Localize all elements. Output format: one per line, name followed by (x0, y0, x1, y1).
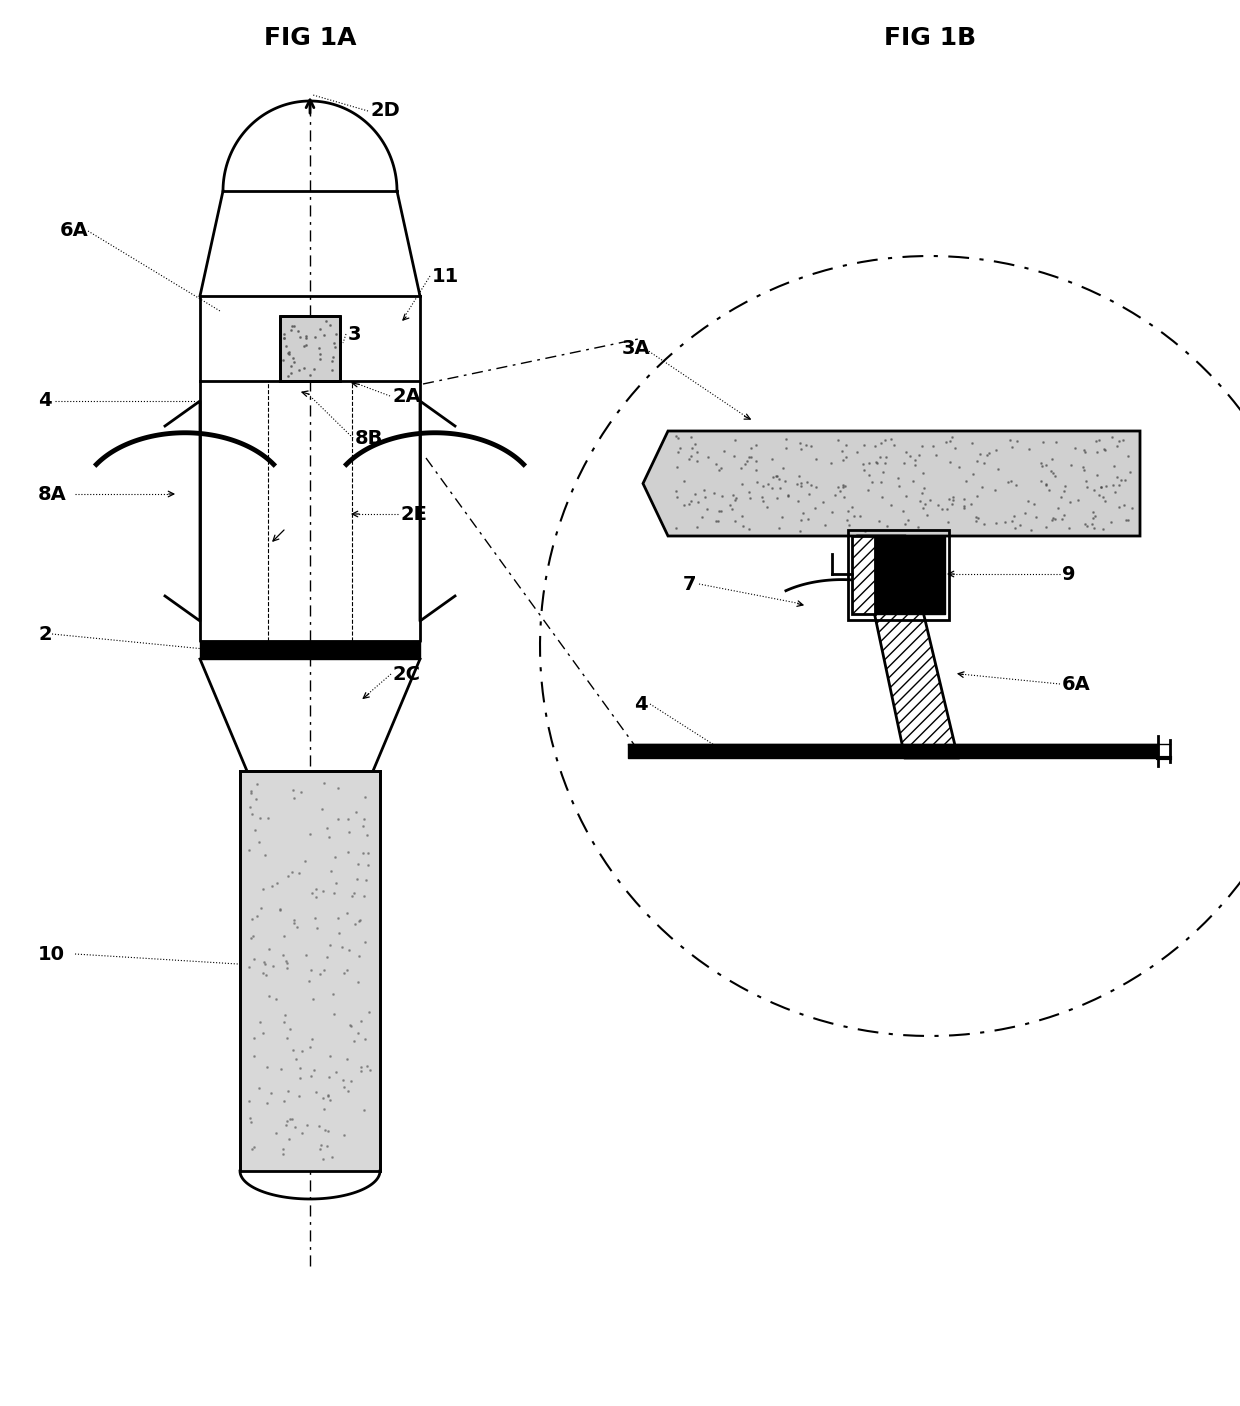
Text: 10: 10 (38, 945, 64, 963)
Polygon shape (644, 432, 1140, 536)
Bar (852, 536, 875, 614)
Bar (848, 530, 949, 620)
Text: 7: 7 (683, 575, 697, 593)
Text: FIG 1B: FIG 1B (884, 25, 976, 51)
Text: 4: 4 (38, 391, 52, 411)
Text: 2D: 2D (370, 101, 399, 121)
Text: FIG 1A: FIG 1A (264, 25, 356, 51)
Text: 6A: 6A (60, 222, 89, 240)
Text: 8A: 8A (38, 485, 67, 503)
Text: 6A: 6A (1061, 675, 1091, 693)
Bar (280, 316, 340, 381)
Text: 9: 9 (1061, 564, 1075, 583)
Text: 3: 3 (348, 325, 362, 343)
Text: 2: 2 (38, 624, 52, 644)
Text: 4: 4 (634, 695, 647, 713)
Text: 2A: 2A (392, 387, 420, 405)
Text: 2E: 2E (401, 505, 427, 523)
Text: 3A: 3A (622, 339, 651, 357)
Text: 8B: 8B (355, 429, 383, 447)
Polygon shape (858, 536, 959, 758)
Text: 11: 11 (432, 267, 459, 285)
Bar (241, 770, 379, 1171)
Text: 2C: 2C (393, 665, 422, 683)
